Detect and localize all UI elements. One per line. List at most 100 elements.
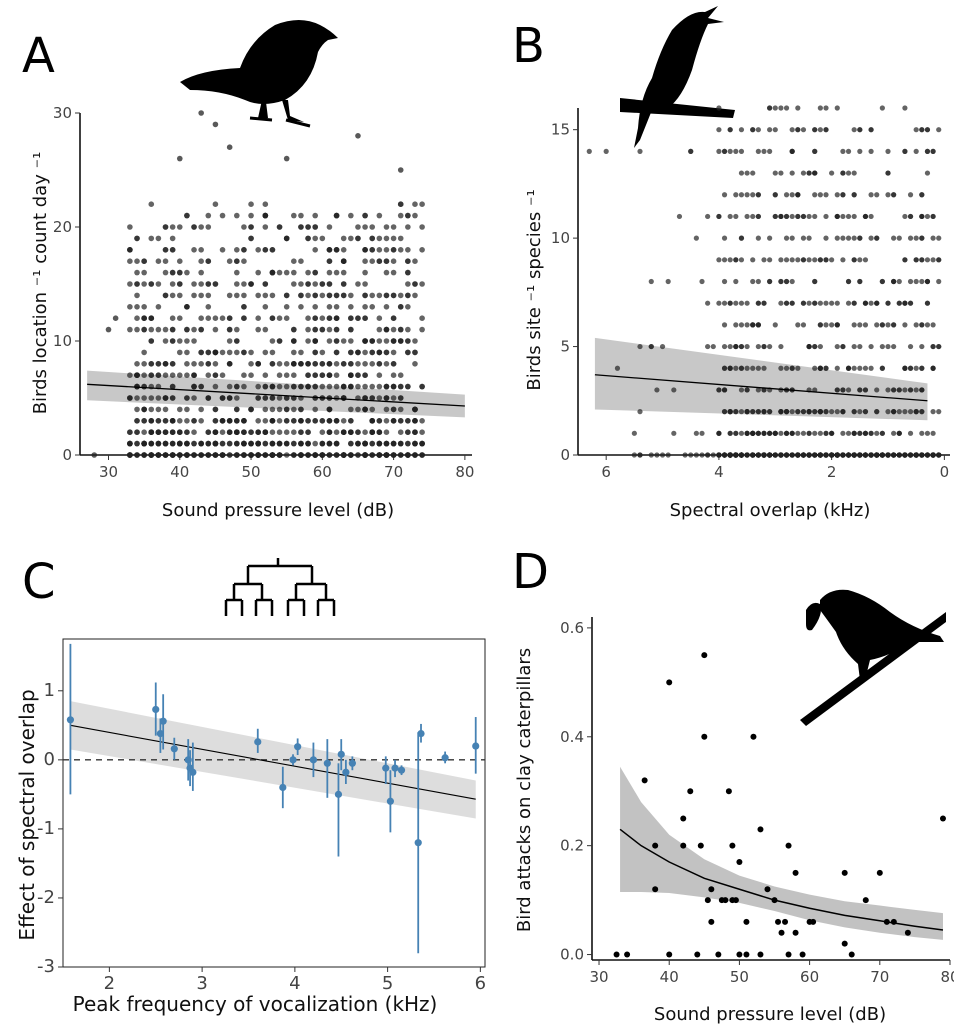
- b-data-point: [868, 148, 874, 154]
- b-data-point: [823, 430, 829, 436]
- b-data-point: [744, 300, 750, 306]
- b-data-point: [738, 235, 745, 241]
- d-data-point: [775, 918, 782, 925]
- b-points: [586, 105, 942, 458]
- a-data-point: [148, 406, 155, 413]
- a-data-point: [405, 452, 411, 458]
- b-data-point: [761, 409, 767, 415]
- d-data-point: [785, 842, 792, 849]
- a-data-point: [305, 418, 311, 424]
- b-data-point: [800, 235, 807, 241]
- a-data-point: [176, 224, 183, 230]
- a-data-point: [255, 315, 261, 322]
- b-data-point: [936, 343, 942, 350]
- a-data-point: [312, 383, 319, 390]
- a-data-point: [419, 383, 425, 390]
- b-data-point: [930, 257, 936, 263]
- y-tick-label: 30: [53, 104, 72, 122]
- d-data-point: [841, 940, 848, 947]
- a-data-point: [405, 440, 411, 447]
- b-data-point: [744, 192, 750, 198]
- b-data-point: [783, 213, 790, 220]
- b-data-point: [857, 430, 863, 436]
- d-data-point: [697, 842, 704, 849]
- b-data-point: [879, 278, 885, 285]
- b-data-point: [812, 343, 818, 350]
- a-data-point: [291, 452, 297, 458]
- a-data-point: [291, 258, 297, 265]
- a-data-point: [155, 395, 162, 401]
- b-data-point: [845, 387, 852, 393]
- b-data-point: [834, 365, 840, 371]
- a-data-point: [298, 304, 304, 310]
- b-data-point: [789, 430, 795, 436]
- a-data-point: [283, 304, 290, 310]
- a-data-point: [134, 269, 140, 276]
- a-data-point: [169, 247, 176, 253]
- b-data-point: [738, 452, 745, 458]
- a-data-point: [376, 235, 383, 242]
- b-data-point: [778, 257, 784, 263]
- a-data-point: [162, 258, 169, 265]
- a-data-point: [155, 258, 162, 265]
- a-data-point: [191, 395, 197, 401]
- x-tick-label: 30: [589, 968, 608, 986]
- b-data-point: [857, 148, 863, 154]
- d-ylabel: Bird attacks on clay caterpillars: [514, 648, 535, 932]
- a-data-point: [369, 406, 376, 413]
- a-data-point: [298, 361, 304, 367]
- a-data-point: [148, 235, 155, 242]
- b-data-point: [891, 343, 897, 350]
- a-data-point: [176, 349, 183, 356]
- b-data-point: [699, 452, 705, 458]
- b-data-point: [857, 127, 863, 133]
- x-tick-label: 80: [455, 463, 474, 481]
- a-data-point: [198, 258, 204, 265]
- b-data-point: [812, 300, 818, 306]
- b-data-point: [750, 127, 756, 133]
- a-data-point: [226, 258, 233, 265]
- d-data-point: [652, 842, 659, 849]
- a-data-point: [312, 418, 319, 424]
- x-tick-label: 4: [289, 973, 300, 994]
- a-data-point: [362, 338, 368, 344]
- a-data-point: [355, 281, 361, 287]
- a-data-point: [155, 418, 162, 424]
- d-data-point: [652, 886, 659, 893]
- a-data-point: [219, 247, 226, 253]
- b-data-point: [868, 192, 874, 198]
- b-data-point: [874, 192, 880, 198]
- b-data-point: [654, 387, 660, 393]
- a-data-point: [362, 224, 368, 230]
- b-data-point: [727, 148, 733, 154]
- a-data-point: [412, 349, 418, 356]
- a-data-point: [319, 315, 326, 322]
- a-data-point: [412, 281, 418, 287]
- a-data-point: [234, 440, 240, 447]
- b-data-point: [800, 452, 807, 458]
- a-data-point: [405, 258, 411, 265]
- b-data-point: [783, 278, 790, 285]
- a-data-point: [333, 418, 340, 424]
- a-data-point: [390, 292, 397, 299]
- b-data-point: [913, 387, 919, 393]
- c-data-point: [386, 797, 394, 805]
- b-data-point: [812, 409, 818, 415]
- a-data-point: [184, 406, 190, 413]
- a-data-point: [291, 269, 297, 276]
- b-data-point: [924, 278, 931, 285]
- a-data-point: [362, 292, 368, 299]
- a-data-point: [419, 281, 425, 287]
- a-data-point: [226, 452, 233, 458]
- b-data-point: [761, 257, 767, 263]
- a-data-point: [212, 418, 219, 424]
- b-data-point: [783, 105, 790, 111]
- b-data-point: [862, 213, 869, 220]
- b-data-point: [721, 322, 728, 328]
- b-data-point: [936, 278, 942, 285]
- y-tick-label: 10: [53, 332, 72, 350]
- a-data-point: [333, 452, 340, 458]
- a-data-point: [376, 372, 383, 379]
- bird-with-caterpillar-silhouette-icon: [800, 589, 946, 726]
- b-data-point: [924, 300, 931, 306]
